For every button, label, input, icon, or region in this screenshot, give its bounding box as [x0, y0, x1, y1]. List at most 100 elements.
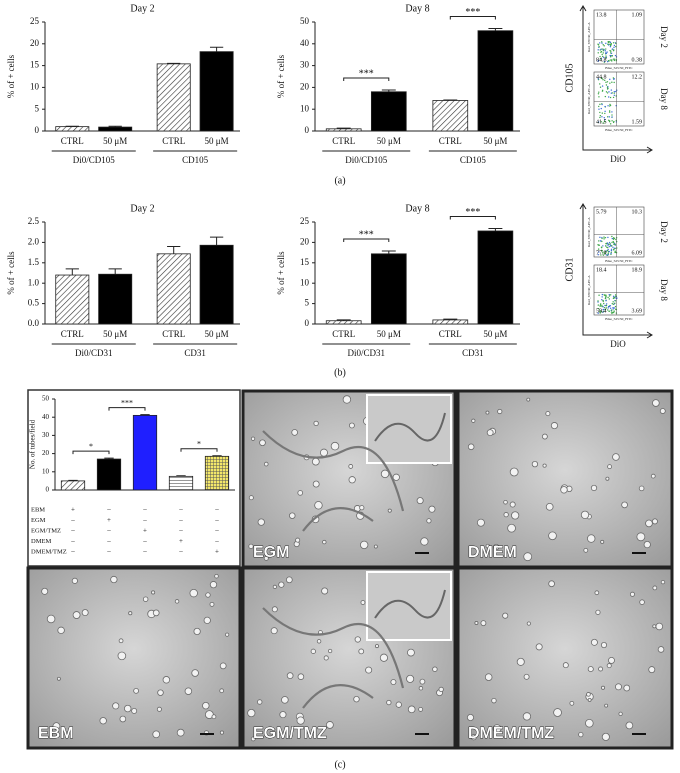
cell: [406, 674, 415, 683]
y-tick-label: 10: [300, 277, 310, 287]
flow-event: [601, 299, 603, 301]
flow-event: [607, 309, 609, 311]
condition-mark: +: [71, 506, 75, 514]
flow-event: [612, 42, 615, 44]
cell: [509, 501, 516, 508]
cell: [71, 577, 78, 584]
bar: [55, 126, 90, 132]
flow-event: [613, 49, 615, 51]
cell: [291, 429, 298, 436]
panel-label: (c): [334, 759, 345, 770]
y-tick-label: 50: [300, 16, 310, 26]
cell: [297, 490, 303, 496]
cell: [548, 531, 557, 541]
cell: [191, 669, 199, 677]
flow-event: [615, 251, 617, 254]
group-label: CD31: [462, 348, 484, 358]
x-tick-label: CTRL: [439, 136, 462, 146]
cell: [509, 467, 519, 477]
flow-event: [599, 303, 602, 305]
significance-bracket: [108, 407, 146, 411]
flow-event: [606, 81, 609, 83]
cell: [360, 600, 366, 605]
condition-mark: –: [70, 537, 75, 545]
cell: [531, 460, 539, 468]
group-label: Di0/CD31: [75, 348, 113, 358]
flow-event: [605, 243, 607, 245]
flow-event: [600, 77, 603, 80]
flow-event: [602, 56, 605, 58]
flow-event: [604, 105, 606, 108]
flow-event: [601, 116, 603, 118]
bar: [477, 230, 514, 325]
x-tick-label: 50 μM: [205, 136, 229, 146]
x-tick-label: CTRL: [162, 136, 185, 146]
flow-event: [607, 244, 609, 246]
quadrant-value: 44.8: [596, 74, 607, 80]
flow-event: [601, 304, 603, 307]
flow-event: [607, 236, 609, 239]
cell: [484, 673, 493, 681]
flow-event: [612, 306, 614, 309]
error-bar: [68, 479, 78, 481]
cell: [203, 616, 211, 624]
flow-event: [604, 79, 606, 82]
flow-event: [611, 235, 613, 238]
cell: [263, 461, 269, 467]
bar: [325, 128, 362, 132]
flow-event: [604, 236, 607, 239]
flow-event: [602, 252, 604, 254]
bar: [432, 319, 469, 325]
condition-mark: –: [106, 548, 111, 556]
flow-event: [612, 96, 615, 99]
flow-event: [603, 45, 605, 47]
cell: [562, 662, 569, 669]
flow-event: [612, 246, 614, 249]
flow-event: [598, 96, 600, 98]
quadrant-lines: [594, 265, 644, 315]
flow-event: [611, 303, 613, 305]
cell: [270, 627, 278, 635]
cell: [81, 609, 89, 617]
cell: [623, 684, 631, 692]
flow-event: [600, 246, 603, 249]
flow-event: [608, 120, 611, 123]
cell: [516, 657, 525, 666]
quadrant-value: 5.79: [596, 209, 607, 215]
flow-event: [615, 238, 617, 241]
flow-event: [600, 51, 602, 53]
flow-row-label: Day 2: [659, 26, 669, 48]
flow-event: [601, 41, 603, 43]
cell: [569, 700, 575, 706]
significance-label: ***: [465, 207, 480, 218]
flow-event: [611, 237, 614, 240]
significance-bracket: [449, 16, 496, 20]
bar: [98, 126, 133, 132]
cell: [176, 728, 185, 737]
flow-event: [608, 91, 610, 93]
micrograph-label: DMEM/TMZ: [468, 725, 554, 742]
flow-event: [608, 110, 611, 112]
y-tick-label: 40: [42, 413, 50, 421]
flow-event: [602, 311, 604, 313]
flow-event: [613, 307, 615, 309]
flow-event: [603, 236, 605, 238]
flow-event: [612, 308, 614, 310]
cell: [209, 601, 215, 607]
bar: [96, 458, 122, 491]
group-label: Di0/CD105: [345, 155, 388, 165]
tube: [374, 412, 446, 442]
flow-event: [608, 241, 611, 244]
cell: [466, 713, 475, 722]
flow-event: [597, 93, 600, 95]
cell: [660, 579, 666, 585]
condition-mark: +: [143, 527, 147, 535]
flow-event: [599, 240, 602, 242]
flow-event: [605, 251, 607, 253]
cell: [587, 534, 596, 543]
flow-event: [603, 302, 605, 305]
flow-event: [608, 111, 611, 113]
cell: [657, 646, 665, 653]
cell: [219, 662, 227, 670]
cell: [57, 626, 65, 635]
